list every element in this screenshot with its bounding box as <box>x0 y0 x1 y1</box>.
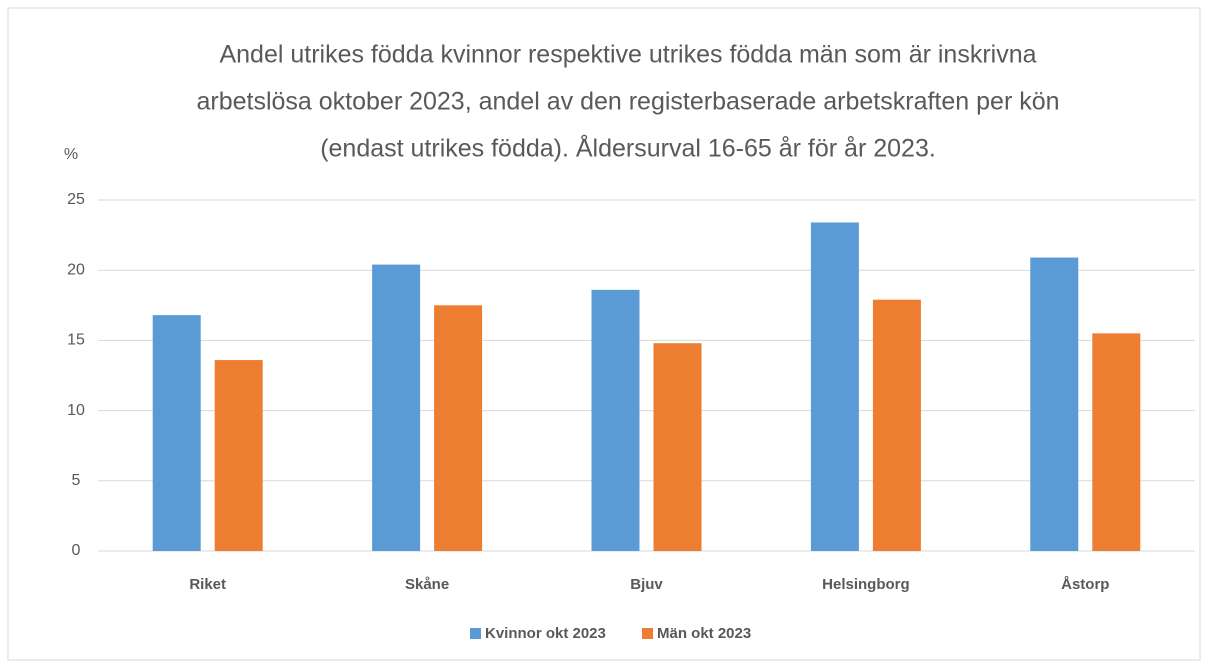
bar <box>872 299 921 551</box>
x-tick-label: Helsingborg <box>822 576 910 593</box>
bar <box>434 305 483 551</box>
bar <box>1030 257 1079 551</box>
bar <box>1092 333 1141 551</box>
bar <box>810 222 859 552</box>
legend-label: Kvinnor okt 2023 <box>485 625 606 642</box>
bar <box>214 360 263 551</box>
y-axis-label: % <box>64 146 78 163</box>
x-tick-label: Riket <box>189 576 226 593</box>
y-tick-label: 10 <box>67 402 85 419</box>
legend-swatch <box>470 628 481 639</box>
chart-title: Andel utrikes födda kvinnor respektive u… <box>219 41 1036 69</box>
chart-title: arbetslösa oktober 2023, andel av den re… <box>196 88 1059 116</box>
y-tick-label: 20 <box>67 261 85 278</box>
bar <box>653 343 702 551</box>
legend-label: Män okt 2023 <box>657 625 751 642</box>
x-tick-label: Åstorp <box>1061 576 1109 593</box>
y-tick-label: 25 <box>67 191 85 208</box>
y-tick-label: 15 <box>67 332 85 349</box>
x-tick-label: Skåne <box>405 576 449 593</box>
bar <box>591 289 640 551</box>
legend-swatch <box>642 628 653 639</box>
y-tick-label: 5 <box>72 472 81 489</box>
bar <box>152 315 201 551</box>
bar <box>372 264 421 551</box>
y-tick-label: 0 <box>72 542 81 559</box>
x-tick-label: Bjuv <box>630 576 663 593</box>
chart-title: (endast utrikes födda). Åldersurval 16-6… <box>320 133 936 163</box>
